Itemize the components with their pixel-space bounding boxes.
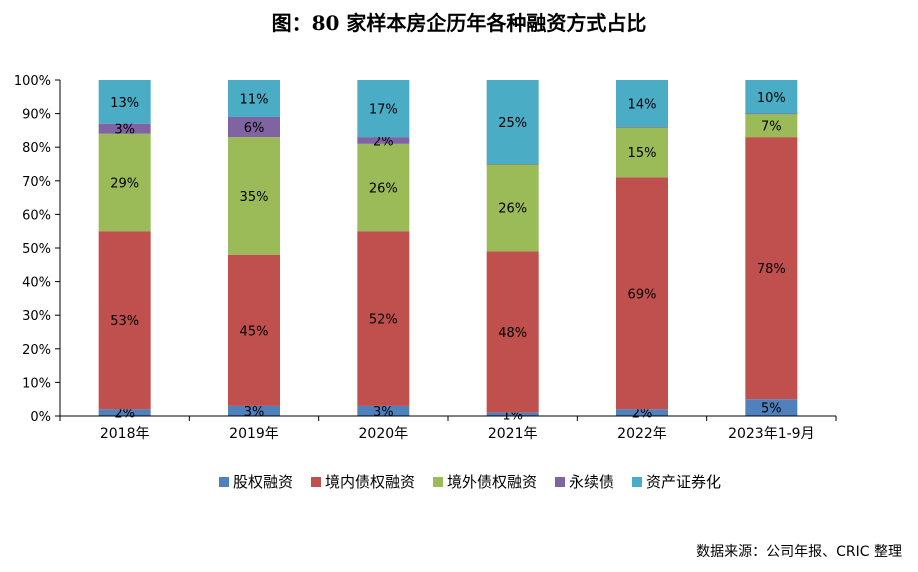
bar-2-4: [486, 251, 539, 413]
y-tick-label-3: 20%: [22, 343, 51, 358]
x-tick-label-1: 2018年: [100, 426, 150, 442]
bar-5-6: [745, 80, 798, 114]
bar-2-2: [228, 254, 280, 406]
data-label-1-1: 2%: [114, 407, 135, 422]
data-label-5-5: 14%: [628, 98, 657, 113]
data-label-3-1: 29%: [110, 176, 139, 191]
bar-3-1: [98, 133, 151, 232]
bar-2-6: [745, 137, 798, 400]
legend-item-1: 股权融资: [219, 473, 293, 491]
source-note: 数据来源：公司年报、CRIC 整理: [696, 544, 902, 560]
y-tick-label-1: 0%: [30, 410, 51, 425]
y-tick-label-11: 100%: [14, 74, 51, 89]
data-label-2-6: 78%: [757, 262, 786, 277]
bar-3-4: [486, 164, 539, 252]
bar-3-6: [745, 113, 798, 138]
data-label-2-5: 69%: [628, 287, 657, 302]
bar-4-3: [357, 137, 410, 144]
data-label-1-5: 2%: [632, 407, 653, 422]
axes-layer: 0% 10% 20% 30% 40% 50% 60% 70% 80% 90% 100% 2018年 20…: [14, 74, 837, 442]
legend-item-4: 永续债: [555, 473, 614, 491]
bars-layer: 2% 53% 29% 3% 13% 3% 45% 35% 6% 11% 3% 52% 26% 2% 17% 1…: [98, 80, 798, 423]
y-tick-label-4: 30%: [22, 309, 51, 324]
data-label-1-2: 3%: [244, 405, 265, 420]
data-label-5-6: 10%: [757, 91, 786, 106]
bar-3-5: [616, 127, 668, 178]
bar-1-3: [357, 405, 410, 416]
data-label-5-1: 13%: [110, 96, 139, 111]
chart-title: 图：80 家样本房企历年各种融资方式占比: [271, 11, 647, 35]
x-tick-label-6: 2023年1-9月: [728, 426, 815, 442]
data-label-5-2: 11%: [240, 92, 269, 107]
bar-5-2: [228, 80, 280, 117]
data-label-1-3: 3%: [373, 405, 394, 420]
bar-4-2: [228, 116, 280, 138]
data-label-2-3: 52%: [369, 313, 398, 328]
bar-1-2: [228, 405, 280, 416]
bar-5-5: [616, 80, 668, 128]
legend-swatch-2: [311, 477, 321, 487]
data-label-3-3: 26%: [369, 182, 398, 197]
bar-2-1: [98, 231, 151, 410]
x-tick-label-2: 2019年: [229, 426, 279, 442]
data-label-2-2: 45%: [240, 324, 269, 339]
x-tick-label-5: 2022年: [617, 426, 667, 442]
data-label-3-4: 26%: [498, 202, 527, 217]
data-label-3-5: 15%: [628, 146, 657, 161]
bar-1-5: [616, 409, 668, 416]
legend-item-2: 境内债权融资: [311, 473, 415, 491]
legend-label-4: 永续债: [569, 473, 614, 491]
legend-swatch-1: [219, 477, 229, 487]
legend-item-5: 资产证券化: [632, 473, 721, 491]
data-label-5-3: 17%: [369, 103, 398, 118]
y-tick-label-5: 40%: [22, 276, 51, 291]
legend-swatch-3: [433, 477, 443, 487]
data-label-1-6: 5%: [761, 402, 782, 417]
data-label-2-4: 48%: [498, 326, 527, 341]
bar-3-3: [357, 143, 410, 232]
x-tick-label-4: 2021年: [488, 426, 538, 442]
data-label-4-3: 2%: [373, 134, 394, 149]
bar-5-3: [357, 80, 410, 138]
data-label-3-6: 7%: [761, 119, 782, 134]
bar-1-4: [486, 412, 539, 416]
x-tick-label-3: 2020年: [359, 426, 409, 442]
data-label-2-1: 53%: [110, 314, 139, 329]
y-tick-label-6: 50%: [22, 242, 51, 257]
bar-3-2: [228, 137, 280, 255]
bar-5-1: [98, 80, 151, 124]
legend-label-2: 境内债权融资: [325, 473, 415, 491]
y-tick-label-8: 70%: [22, 175, 51, 190]
legend: 股权融资 境内债权融资 境外债权融资 永续债 资产证券化: [219, 473, 721, 491]
bar-2-3: [357, 231, 410, 406]
bar-5-4: [486, 80, 539, 164]
legend-label-1: 股权融资: [233, 473, 293, 491]
y-tick-label-9: 80%: [22, 141, 51, 156]
y-tick-label-7: 60%: [22, 208, 51, 223]
y-tick-label-10: 90%: [22, 108, 51, 123]
bar-2-5: [616, 177, 668, 410]
data-label-3-2: 35%: [240, 190, 269, 205]
legend-swatch-4: [555, 477, 565, 487]
bar-4-1: [98, 123, 151, 134]
legend-swatch-5: [632, 477, 642, 487]
legend-item-3: 境外债权融资: [433, 473, 537, 491]
data-label-5-4: 25%: [498, 116, 527, 131]
bar-1-1: [98, 409, 151, 416]
bar-1-6: [745, 399, 798, 416]
legend-label-5: 资产证券化: [646, 473, 721, 491]
legend-label-3: 境外债权融资: [447, 473, 537, 491]
data-label-4-1: 3%: [114, 123, 135, 138]
data-label-4-2: 6%: [244, 121, 265, 136]
y-tick-label-2: 10%: [22, 376, 51, 391]
